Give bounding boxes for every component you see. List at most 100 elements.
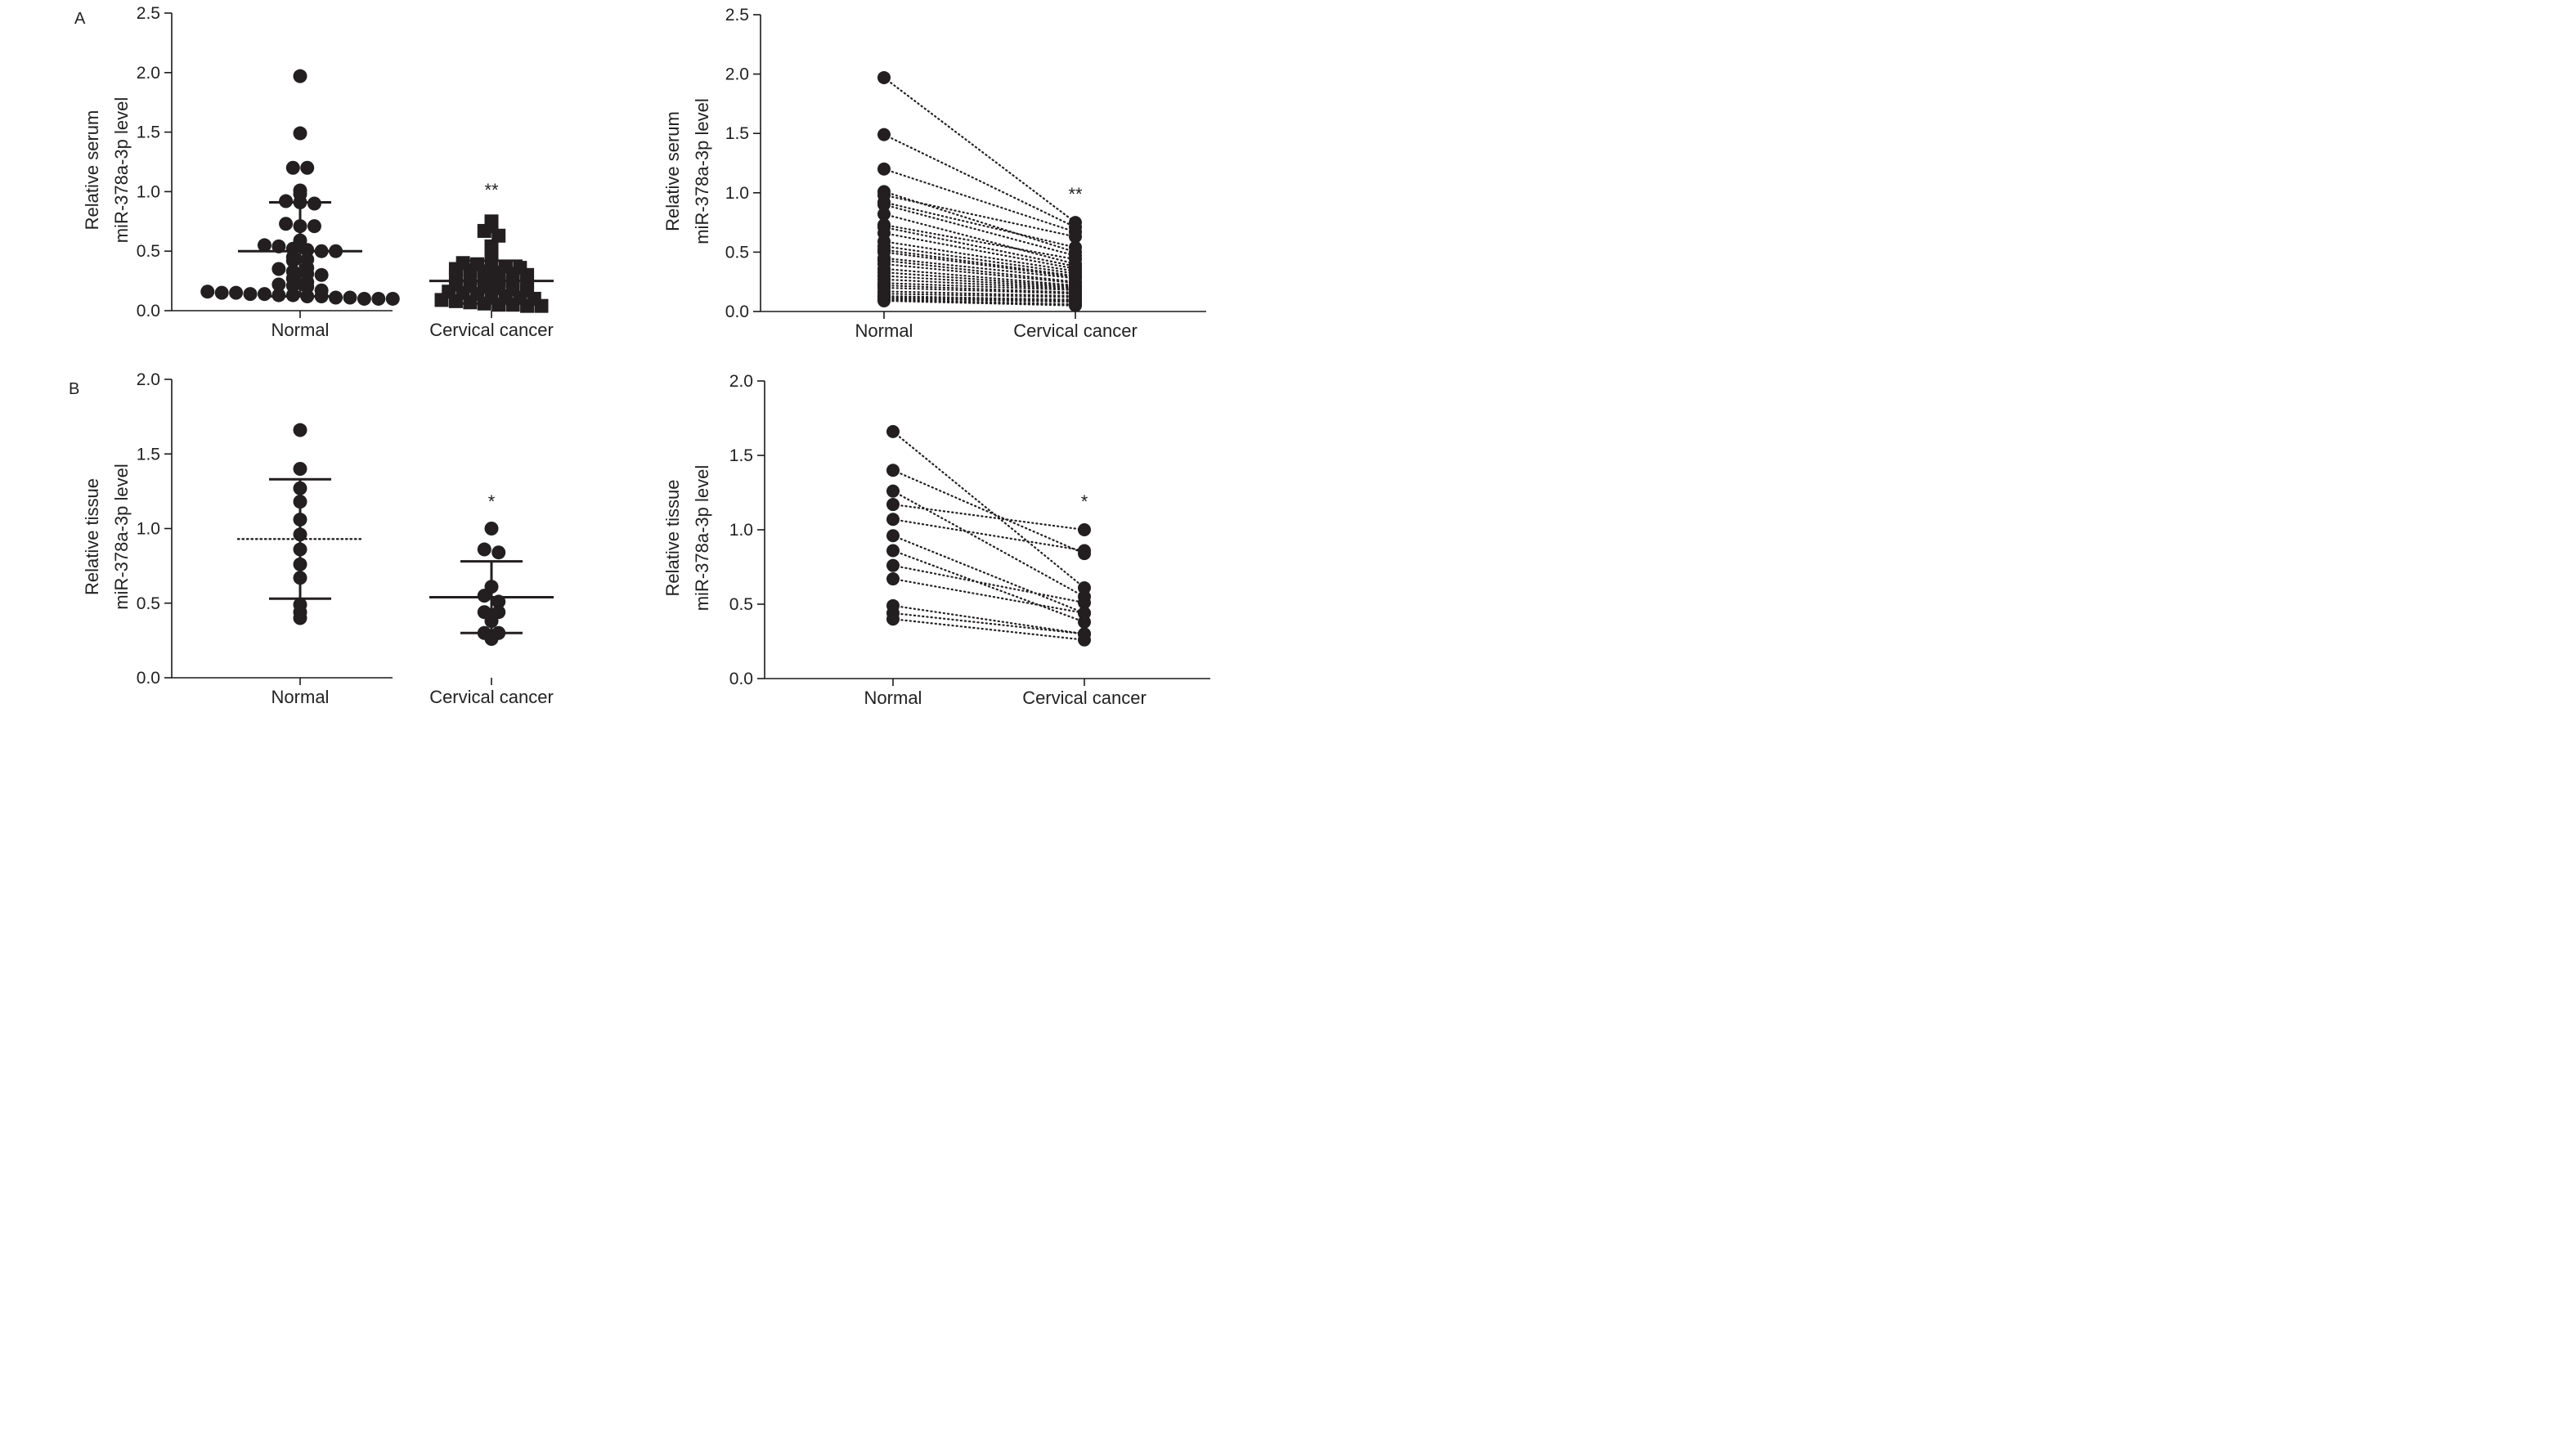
y-tick-label: 2.0 (137, 370, 160, 389)
data-point (484, 214, 499, 229)
data-point (1078, 633, 1091, 647)
y-tick-label: 0.5 (137, 242, 160, 261)
significance-marker: ** (484, 180, 499, 200)
pair-line (882, 76, 1077, 224)
panel-letter-b: B (69, 380, 79, 398)
data-point (498, 259, 513, 274)
pair-line (882, 232, 1077, 270)
x-tick-label: Normal (272, 320, 330, 340)
y-tick-label: 1.5 (137, 123, 160, 142)
data-point (293, 423, 307, 437)
x-tick-label: Cervical cancer (1013, 320, 1138, 341)
y-tick-label: 1.0 (137, 520, 160, 539)
y-tick-label: 0.0 (137, 669, 160, 688)
data-point (886, 612, 900, 626)
y-tick-label: 1.0 (725, 184, 749, 203)
pair-line (882, 275, 1077, 289)
pair-line (891, 535, 1086, 615)
data-point (877, 207, 891, 221)
significance-marker: * (1081, 491, 1088, 512)
y-axis-label: Relative serum miR-378a-3p level (82, 97, 132, 244)
data-point (877, 162, 891, 176)
data-point (1078, 523, 1091, 536)
pair-line (891, 618, 1086, 641)
data-point (285, 160, 300, 175)
data-point (385, 291, 400, 306)
pair-line (882, 204, 1077, 257)
data-point (513, 261, 527, 276)
pair-line (882, 271, 1077, 288)
data-point (484, 239, 499, 253)
y-axis-label: Relative serum miR-378a-3p level (662, 98, 712, 244)
data-point (343, 290, 357, 305)
data-point (229, 285, 244, 300)
pair-line (882, 245, 1077, 275)
data-point (257, 287, 272, 302)
data-point (886, 424, 900, 438)
panel-b-left-scatter: 0.0 0.5 1.0 1.5 2.0 Normal Cervical cancer Rela… (82, 370, 554, 707)
y-axis-label-line: miR-378a-3p level (111, 97, 132, 244)
data-point (200, 285, 215, 299)
pair-line (882, 201, 1077, 249)
pair-line (891, 518, 1086, 552)
data-point (886, 464, 900, 477)
pair-line (882, 133, 1077, 229)
pair-line (891, 469, 1086, 555)
panel-a-left-scatter: 0.0 0.5 1.0 1.5 2.0 2.5 Normal Cervical cancer R… (82, 4, 554, 340)
data-point (300, 252, 315, 267)
data-point (886, 572, 900, 586)
data-point (272, 262, 286, 276)
pair-line (891, 430, 1086, 589)
y-tick-label: 2.0 (729, 372, 753, 391)
data-point (877, 70, 891, 84)
data-point (886, 513, 900, 527)
data-point (1069, 298, 1082, 312)
data-point (307, 219, 321, 234)
pair-line (882, 168, 1077, 233)
y-tick-label: 1.0 (137, 182, 160, 201)
y-axis-label-line: Relative serum (662, 111, 683, 231)
data-point (456, 256, 470, 271)
y-tick-label: 0.5 (137, 594, 160, 613)
y-tick-label: 0.5 (729, 595, 753, 614)
y-tick-label: 1.5 (729, 446, 753, 465)
y-tick-label: 0.0 (729, 670, 753, 688)
data-point (491, 545, 506, 560)
data-point (1069, 230, 1082, 244)
pair-line (891, 612, 1086, 635)
y-tick-label: 1.5 (725, 124, 749, 143)
y-axis-label: Relative tissue miR-378a-3p level (82, 464, 132, 610)
pair-line (882, 213, 1077, 266)
data-point (293, 69, 307, 83)
x-tick-label: Cervical cancer (1022, 688, 1147, 708)
pair-line (882, 223, 1077, 261)
data-point (243, 287, 258, 302)
pair-line (882, 194, 1077, 238)
data-point (272, 277, 286, 292)
y-tick-label: 0.5 (725, 243, 749, 262)
data-point (293, 183, 307, 198)
y-tick-label: 2.5 (725, 6, 749, 25)
data-point (314, 267, 329, 282)
data-point (886, 484, 900, 498)
data-point (293, 598, 307, 612)
pair-line (882, 262, 1077, 285)
y-tick-label: 2.5 (137, 4, 160, 23)
data-point (877, 128, 891, 141)
pair-line (882, 190, 1077, 253)
data-point (329, 290, 343, 305)
x-tick-label: Cervical cancer (429, 320, 554, 340)
y-axis-label-line: Relative tissue (82, 478, 102, 595)
data-point (214, 285, 229, 300)
y-axis-label: Relative tissue miR-378a-3p level (662, 465, 712, 612)
y-tick-label: 0.0 (137, 302, 160, 320)
data-point (886, 558, 900, 572)
data-point (1078, 606, 1091, 620)
y-tick-label: 0.0 (725, 302, 749, 321)
x-tick-label: Normal (864, 688, 922, 708)
pair-line (891, 564, 1086, 604)
pair-line (882, 267, 1077, 287)
data-point (371, 291, 386, 306)
pair-line (882, 240, 1077, 272)
panel-b-right-paired: 0.0 0.5 1.0 1.5 2.0 Normal Cervical cancer Rela… (662, 372, 1210, 708)
